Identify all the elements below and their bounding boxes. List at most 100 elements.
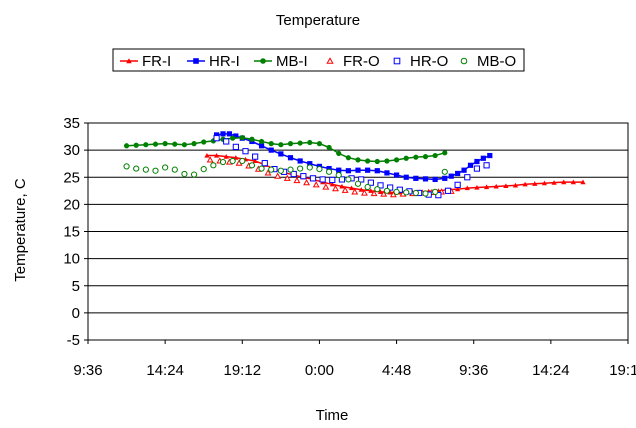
y-tick-label: 5	[72, 278, 80, 295]
legend-label: HR-I	[209, 53, 240, 70]
gridlines	[88, 149, 628, 314]
data-point	[393, 157, 400, 163]
data-point	[152, 141, 159, 147]
legend-swatch-marker	[126, 58, 132, 64]
y-tick-label: 10	[63, 251, 80, 268]
data-point	[283, 174, 291, 181]
data-point	[503, 183, 509, 189]
legend-label: MB-I	[276, 53, 308, 70]
y-axis: -5 0 5 10 15 20 25 30 35	[63, 115, 88, 349]
data-point	[448, 173, 454, 179]
data-point	[230, 135, 236, 141]
data-point	[297, 140, 303, 146]
data-point	[360, 189, 368, 196]
data-point	[345, 155, 351, 161]
data-point	[374, 168, 380, 174]
data-point	[261, 160, 268, 167]
data-point	[461, 167, 467, 173]
legend-swatch-marker	[393, 57, 401, 65]
legend-item-mb-i: MB-I	[254, 53, 308, 70]
data-point	[483, 162, 490, 169]
data-point	[377, 182, 384, 189]
data-point	[332, 185, 339, 192]
data-point	[326, 144, 332, 151]
data-point	[541, 180, 548, 186]
data-point	[142, 166, 149, 173]
data-point	[464, 174, 471, 181]
data-point	[474, 184, 480, 190]
data-point	[239, 157, 246, 165]
data-point	[355, 167, 361, 173]
x-tick-label: 14:24	[146, 362, 184, 379]
data-point	[365, 158, 371, 164]
legend-label: FR-O	[343, 53, 380, 70]
data-point	[171, 166, 178, 173]
data-point	[444, 187, 452, 194]
x-axis-label: Time	[316, 407, 349, 424]
data-point	[290, 170, 297, 178]
data-point	[532, 181, 538, 186]
data-point	[442, 175, 448, 181]
y-tick-label: -5	[67, 332, 80, 349]
data-point	[338, 176, 346, 183]
data-point	[258, 138, 265, 145]
data-point	[480, 155, 486, 161]
data-point	[242, 148, 249, 155]
data-point	[312, 181, 320, 188]
data-point	[358, 187, 364, 192]
x-tick-label: 9:36	[459, 362, 488, 379]
data-point	[374, 186, 381, 193]
y-tick-label: 0	[72, 305, 80, 322]
data-point	[258, 143, 265, 149]
data-point	[316, 141, 323, 147]
data-point	[329, 176, 336, 184]
legend-swatch-marker	[193, 58, 199, 64]
data-point	[143, 142, 149, 148]
data-point	[307, 161, 313, 167]
data-point	[384, 170, 390, 176]
data-point	[325, 168, 333, 175]
data-point	[274, 172, 282, 179]
data-point	[303, 179, 311, 186]
series-line	[126, 136, 445, 163]
data-point	[287, 155, 294, 161]
series-layer	[123, 131, 586, 199]
data-point	[345, 176, 352, 183]
data-point	[123, 163, 130, 170]
data-point	[454, 181, 461, 188]
data-point	[341, 186, 349, 193]
data-point	[307, 139, 313, 146]
legend-label: FR-I	[142, 53, 171, 70]
x-axis: 9:36 14:24 19:12 0:00 4:48 9:36 14:24 19:12	[73, 340, 636, 379]
data-point	[239, 135, 245, 141]
data-point	[442, 150, 448, 156]
y-tick-label: 35	[63, 115, 80, 132]
data-point	[329, 181, 335, 187]
data-point	[403, 155, 409, 161]
data-point	[191, 141, 197, 147]
data-point	[226, 131, 233, 137]
data-point	[354, 180, 362, 187]
data-point	[493, 183, 499, 189]
data-point	[190, 171, 198, 178]
data-point	[133, 142, 139, 148]
data-point	[393, 172, 400, 178]
data-point	[223, 154, 229, 159]
data-point	[213, 152, 220, 158]
data-point	[232, 143, 239, 150]
data-point	[123, 143, 130, 149]
data-point	[213, 132, 220, 138]
legend-item-mb-o: MB-O	[460, 53, 516, 70]
data-point	[201, 139, 207, 145]
data-point	[374, 158, 380, 165]
legend-label: MB-O	[477, 53, 516, 70]
data-point	[162, 164, 169, 171]
data-point	[345, 168, 351, 174]
data-point	[297, 165, 304, 172]
y-axis-label: Temperature, C	[12, 178, 29, 282]
data-point	[384, 158, 390, 164]
data-point	[278, 142, 284, 148]
y-tick-label: 20	[63, 196, 80, 213]
x-tick-label: 9:36	[73, 362, 102, 379]
data-point	[455, 186, 461, 192]
